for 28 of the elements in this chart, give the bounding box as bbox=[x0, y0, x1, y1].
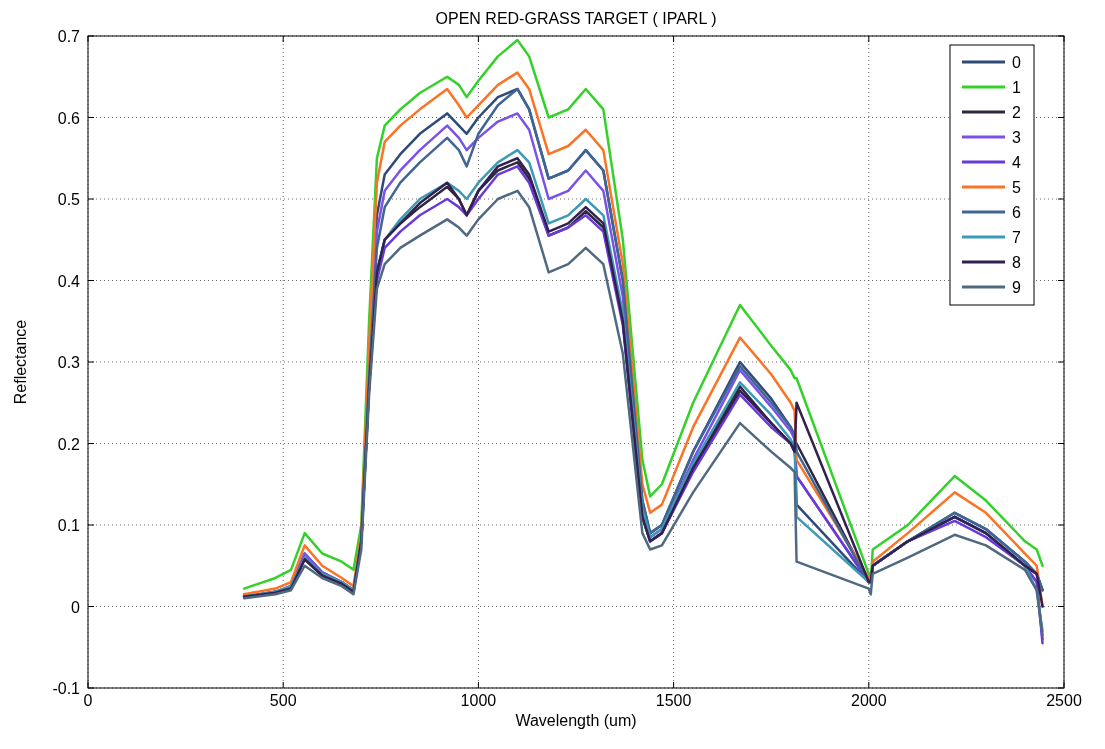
legend-label: 5 bbox=[1012, 179, 1021, 196]
x-tick-label: 1500 bbox=[655, 692, 692, 709]
y-tick-label: 0.4 bbox=[57, 272, 81, 290]
x-tick-label: 2000 bbox=[851, 692, 887, 709]
legend-label: 4 bbox=[1012, 154, 1021, 171]
legend-label: 0 bbox=[1012, 54, 1021, 71]
y-tick-label: -0.1 bbox=[52, 680, 81, 697]
x-tick-label: 1000 bbox=[460, 692, 497, 709]
y-tick-label: 0 bbox=[71, 598, 81, 616]
legend-label: 1 bbox=[1012, 79, 1021, 96]
x-tick-label: 2500 bbox=[1046, 692, 1082, 709]
x-tick-label: 500 bbox=[269, 692, 297, 709]
x-tick-label: 0 bbox=[83, 692, 93, 709]
y-tick-label: 0.7 bbox=[57, 28, 81, 45]
y-tick-label: 0.5 bbox=[57, 191, 81, 208]
chart-title: OPEN RED-GRASS TARGET ( IPARL ) bbox=[435, 10, 717, 27]
x-axis-title: Wavelength (um) bbox=[515, 712, 637, 729]
y-tick-label: 0.3 bbox=[57, 354, 81, 371]
legend-label: 9 bbox=[1012, 279, 1021, 296]
legend-label: 2 bbox=[1012, 104, 1021, 121]
legend-label: 6 bbox=[1012, 204, 1021, 221]
legend-label: 7 bbox=[1012, 229, 1021, 246]
y-tick-label: 0.1 bbox=[57, 517, 81, 534]
legend-label: 8 bbox=[1012, 254, 1021, 271]
legend-label: 3 bbox=[1012, 129, 1021, 146]
y-tick-label: 0.6 bbox=[57, 109, 81, 127]
y-tick-label: 0.2 bbox=[57, 435, 81, 453]
y-axis-title: Reflectance bbox=[12, 319, 29, 405]
